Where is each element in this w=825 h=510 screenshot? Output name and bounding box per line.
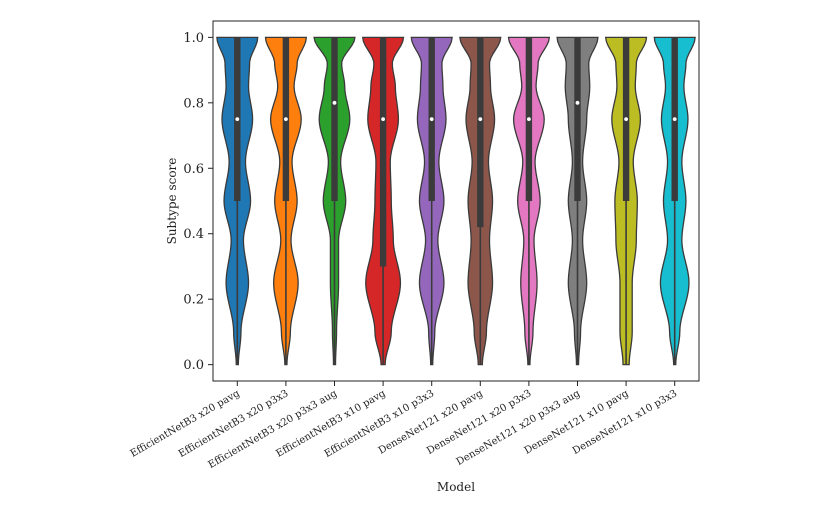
violin-iqr-box [574,37,581,202]
y-tick-label: 0.6 [183,162,204,177]
y-tick-label: 0.0 [183,358,204,373]
violin-median-point [381,117,385,122]
violin-median-point [284,117,288,122]
violin-median-point [478,117,483,122]
x-axis-label: Model [437,480,475,494]
violin-median-point [235,117,240,122]
y-axis-label: Subtype score [165,158,179,245]
violin-median-point [672,117,677,122]
violin-group [216,36,696,366]
plot-frame [212,20,700,382]
violin-median-point [527,117,531,122]
violin-median-point [624,117,628,122]
violin-median-point [575,100,580,105]
y-axis: 0.0 0.2 0.4 0.6 0.8 1.0 [183,31,213,373]
y-tick-label: 0.2 [183,293,204,308]
violin-median-point [429,117,434,122]
violin-median-point [332,100,337,105]
y-tick-label: 1.0 [183,31,204,46]
violin-iqr-box [477,37,484,228]
y-tick-label: 0.8 [183,96,204,111]
y-tick-label: 0.4 [183,227,204,242]
violin-iqr-box [331,37,338,202]
violin-iqr-box [379,37,387,267]
